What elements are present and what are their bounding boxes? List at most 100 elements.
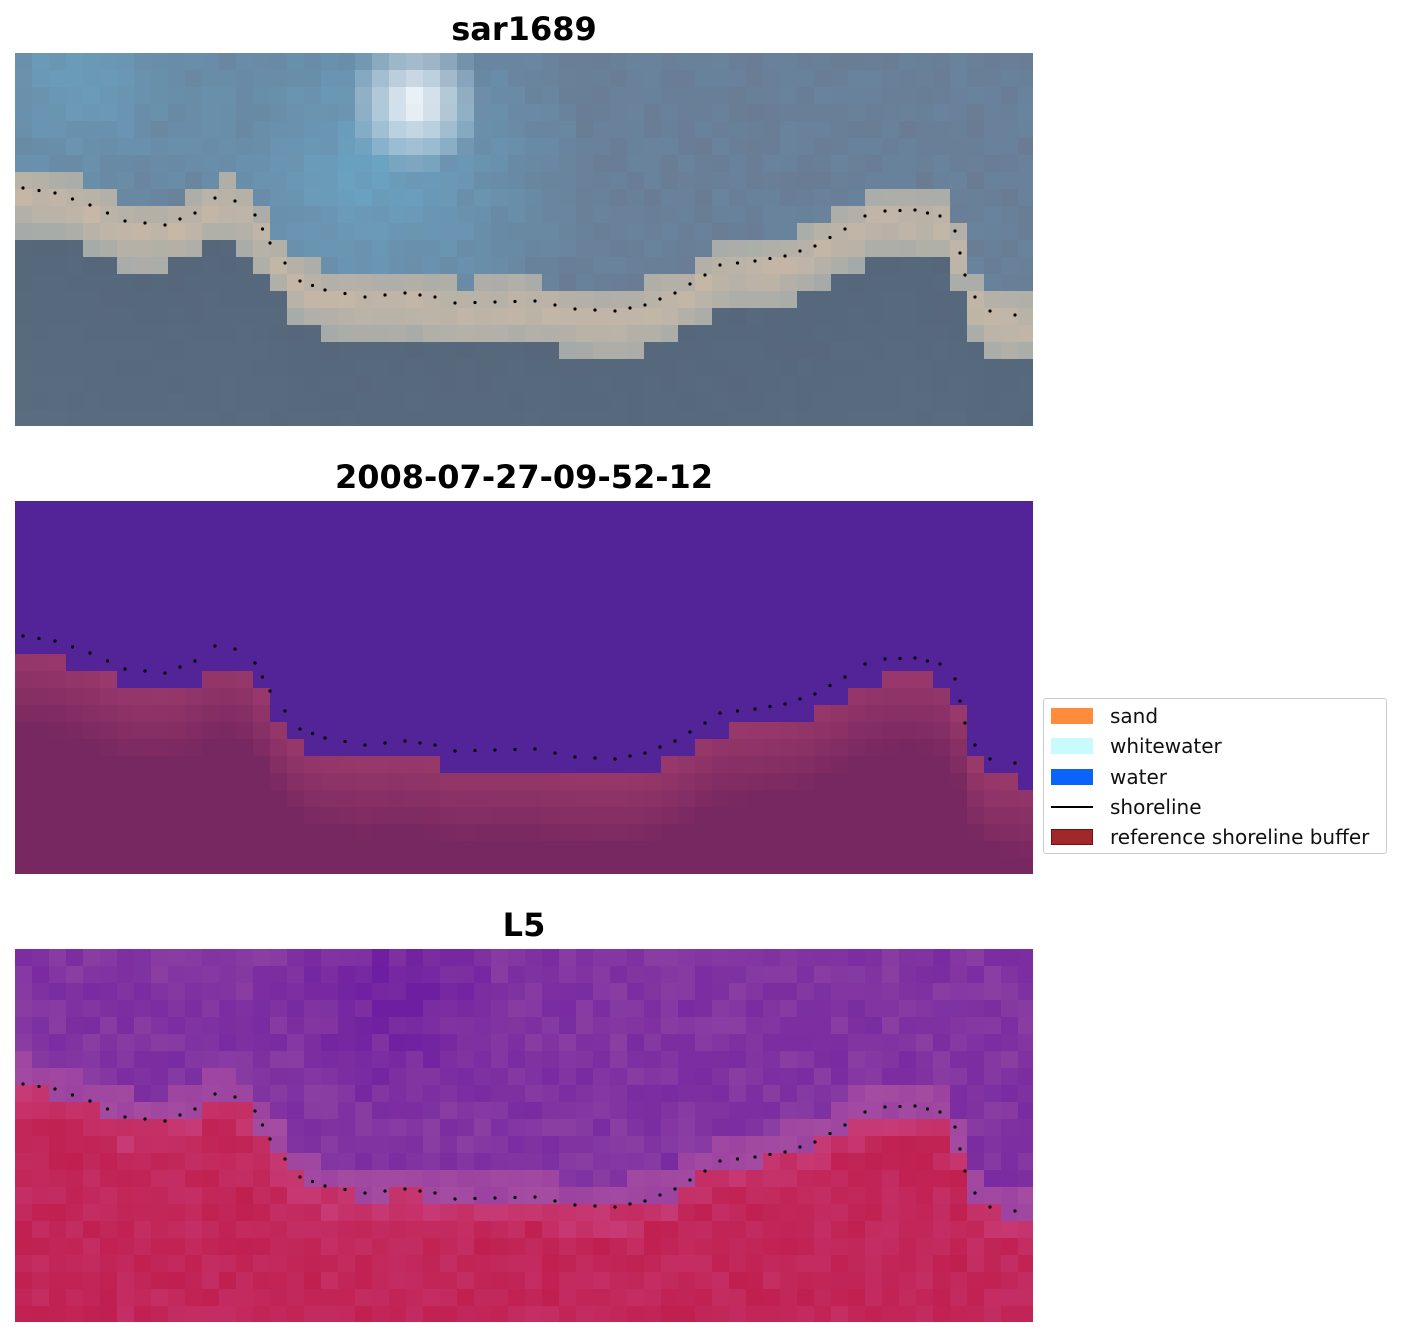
idx-pixel	[814, 1119, 832, 1137]
idx-pixel	[304, 966, 322, 984]
cls-pixel	[457, 654, 475, 672]
rgb-pixel	[695, 410, 713, 426]
rgb-pixel	[525, 308, 543, 326]
rgb-pixel	[780, 308, 798, 326]
cls-pixel	[236, 586, 254, 604]
rgb-pixel	[134, 376, 152, 394]
cls-pixel	[49, 586, 67, 604]
shoreline-dot	[553, 751, 557, 755]
cls-pixel	[984, 688, 1002, 706]
idx-pixel	[202, 1017, 220, 1035]
idx-pixel	[100, 966, 118, 984]
rgb-pixel	[729, 138, 747, 156]
idx-pixel	[236, 1119, 254, 1137]
shoreline-dot	[453, 1197, 457, 1201]
rgb-pixel	[423, 308, 441, 326]
idx-pixel	[15, 1272, 33, 1290]
idx-pixel	[865, 1000, 883, 1018]
shoreline-dot	[533, 1195, 537, 1199]
cls-pixel	[321, 705, 339, 723]
cls-pixel	[865, 841, 883, 859]
rgb-pixel	[729, 376, 747, 394]
rgb-pixel	[15, 138, 33, 156]
cls-pixel	[848, 535, 866, 553]
cls-pixel	[576, 501, 594, 519]
shoreline-dot	[593, 756, 597, 760]
idx-pixel	[100, 949, 118, 967]
cls-pixel	[151, 535, 169, 553]
shoreline-dot	[70, 645, 75, 649]
rgb-pixel	[202, 155, 220, 173]
idx-pixel	[627, 1238, 645, 1256]
shoreline-dot	[573, 307, 577, 311]
rgb-pixel	[440, 172, 458, 190]
cls-pixel	[780, 586, 798, 604]
rgb-pixel	[644, 87, 662, 105]
cls-pixel	[253, 518, 271, 536]
legend-label-shoreline: shoreline	[1110, 795, 1202, 819]
rgb-pixel	[661, 87, 679, 105]
rgb-pixel	[219, 291, 237, 309]
cls-pixel	[814, 603, 832, 621]
idx-pixel	[695, 1187, 713, 1205]
idx-pixel	[661, 1170, 679, 1188]
cls-pixel	[610, 705, 628, 723]
rgb-pixel	[576, 393, 594, 411]
idx-pixel	[100, 1289, 118, 1307]
rgb-pixel	[678, 206, 696, 224]
idx-pixel	[508, 1017, 526, 1035]
idx-pixel	[151, 949, 169, 967]
idx-pixel	[49, 1306, 67, 1322]
idx-pixel	[814, 1085, 832, 1103]
cls-pixel	[253, 841, 271, 859]
idx-pixel	[151, 1136, 169, 1154]
rgb-pixel	[440, 189, 458, 207]
cls-pixel	[678, 586, 696, 604]
cls-pixel	[491, 790, 509, 808]
idx-pixel	[848, 966, 866, 984]
rgb-pixel	[916, 325, 934, 343]
cls-pixel	[321, 841, 339, 859]
idx-pixel	[253, 1051, 271, 1069]
cls-pixel	[49, 688, 67, 706]
rgb-pixel	[151, 53, 169, 71]
cls-pixel	[491, 620, 509, 638]
rgb-pixel	[66, 393, 84, 411]
cls-pixel	[100, 858, 118, 874]
idx-pixel	[32, 1204, 50, 1222]
rgb-pixel	[831, 291, 849, 309]
cls-pixel	[66, 722, 84, 740]
rgb-pixel	[780, 70, 798, 88]
rgb-pixel	[338, 342, 356, 360]
rgb-pixel	[440, 308, 458, 326]
rgb-pixel	[287, 410, 305, 426]
rgb-pixel	[491, 223, 509, 241]
cls-pixel	[491, 756, 509, 774]
idx-pixel	[151, 1068, 169, 1086]
cls-pixel	[83, 535, 101, 553]
shoreline-dot	[753, 707, 757, 711]
idx-pixel	[219, 1306, 237, 1322]
rgb-pixel	[899, 325, 917, 343]
cls-pixel	[66, 841, 84, 859]
rgb-pixel	[967, 87, 985, 105]
cls-pixel	[559, 807, 577, 825]
cls-pixel	[576, 586, 594, 604]
idx-pixel	[491, 1238, 509, 1256]
idx-pixel	[66, 1017, 84, 1035]
rgb-pixel	[83, 274, 101, 292]
cls-pixel	[338, 688, 356, 706]
idx-pixel	[423, 949, 441, 967]
idx-pixel	[559, 1187, 577, 1205]
rgb-pixel	[32, 342, 50, 360]
cls-pixel	[185, 569, 203, 587]
idx-pixel	[967, 1153, 985, 1171]
rgb-pixel	[593, 376, 611, 394]
cls-pixel	[151, 603, 169, 621]
rgb-pixel	[219, 308, 237, 326]
cls-pixel	[253, 773, 271, 791]
cls-pixel	[134, 790, 152, 808]
idx-pixel	[1018, 949, 1033, 967]
idx-pixel	[151, 1119, 169, 1137]
rgb-pixel	[474, 155, 492, 173]
